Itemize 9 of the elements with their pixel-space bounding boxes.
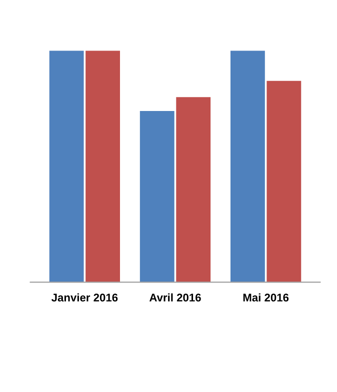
x-tick-label: Janvier 2016 [51, 293, 118, 302]
bar [176, 97, 211, 282]
x-tick-label: Mai 2016 [243, 293, 289, 302]
bar [266, 80, 302, 282]
bar [86, 50, 120, 282]
bar [49, 50, 84, 282]
x-tick-label: Avril 2016 [149, 293, 201, 302]
bar [140, 110, 174, 282]
bar [230, 50, 265, 282]
